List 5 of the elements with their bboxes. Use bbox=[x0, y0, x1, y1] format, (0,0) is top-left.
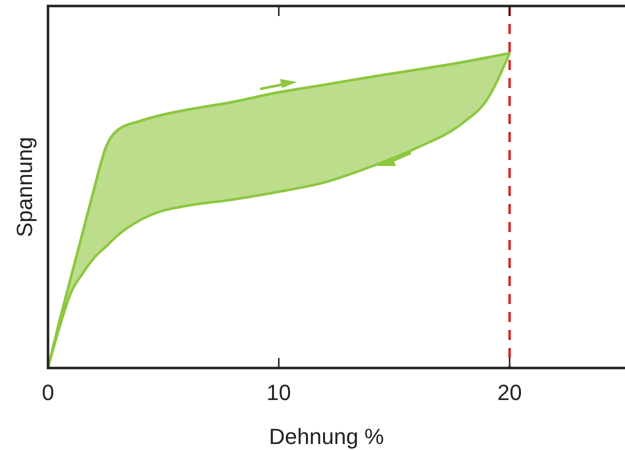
x-axis-title: Dehnung % bbox=[269, 424, 384, 449]
x-tick-label: 0 bbox=[42, 380, 54, 405]
y-axis-title: Spannung bbox=[12, 136, 37, 238]
x-tick-label: 20 bbox=[497, 380, 522, 405]
x-tick-label: 10 bbox=[266, 380, 292, 405]
